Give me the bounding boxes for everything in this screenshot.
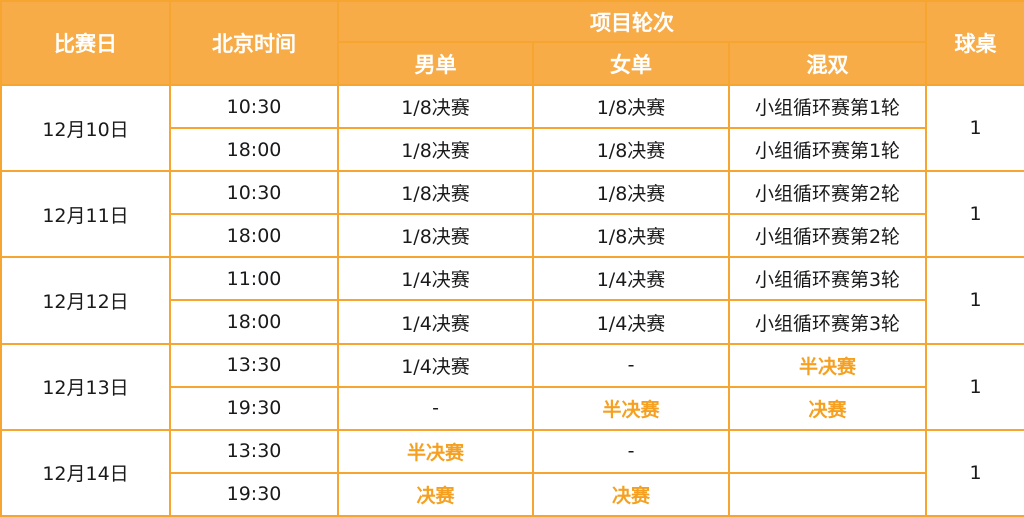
time-cell: 18:00 <box>169 299 339 345</box>
date-cell: 12月14日 <box>0 428 171 517</box>
date-cell: 12月11日 <box>0 170 171 259</box>
time-cell: 19:30 <box>169 471 339 517</box>
table-row: 18:00 1/8决赛 1/8决赛 小组循环赛第1轮 <box>1 127 1024 173</box>
time-cell: 13:30 <box>169 342 339 388</box>
table-row: 12月14日 13:30 半决赛 - 1 <box>0 428 1024 517</box>
mixed-doubles-cell: 小组循环赛第3轮 <box>727 256 928 302</box>
womens-singles-cell: - <box>532 428 730 474</box>
time-cell: 10:30 <box>169 170 339 216</box>
mens-singles-cell: 1/4决赛 <box>337 256 534 302</box>
header-time: 北京时间 <box>169 0 339 86</box>
womens-singles-cell: 1/8决赛 <box>532 83 730 130</box>
header-events: 项目轮次 <box>336 0 928 43</box>
time-cell: 13:30 <box>169 428 339 474</box>
mixed-doubles-cell: 决赛 <box>727 385 928 431</box>
time-cell: 18:00 <box>169 213 339 259</box>
schedule-body: 12月10日 10:30 1/8决赛 1/8决赛 小组循环赛第1轮 1 18:00 1/8决赛… <box>0 83 1024 517</box>
mens-singles-cell: 决赛 <box>337 471 534 517</box>
mixed-doubles-cell: 半决赛 <box>727 342 928 388</box>
table-row: 19:30 决赛 决赛 <box>1 471 1024 517</box>
mixed-doubles-cell: 小组循环赛第1轮 <box>727 127 928 173</box>
mixed-doubles-cell: 小组循环赛第2轮 <box>727 170 928 216</box>
womens-singles-cell: 1/4决赛 <box>532 256 730 302</box>
mixed-doubles-cell: 小组循环赛第3轮 <box>727 299 928 345</box>
womens-singles-cell: 1/8决赛 <box>532 170 730 216</box>
womens-singles-cell: 半决赛 <box>532 385 730 431</box>
mixed-doubles-cell <box>727 428 928 474</box>
mens-singles-cell: - <box>337 385 534 431</box>
time-cell: 19:30 <box>169 385 339 431</box>
mens-singles-cell: 半决赛 <box>337 428 534 474</box>
date-cell: 12月12日 <box>0 256 171 345</box>
mens-singles-cell: 1/8决赛 <box>337 83 534 130</box>
table-row: 12月12日 11:00 1/4决赛 1/4决赛 小组循环赛第3轮 1 <box>0 256 1024 345</box>
time-cell: 11:00 <box>169 256 339 302</box>
mens-singles-cell: 1/4决赛 <box>337 342 534 388</box>
womens-singles-cell: - <box>532 342 730 388</box>
header-womens-singles: 女单 <box>532 41 730 86</box>
mens-singles-cell: 1/8决赛 <box>337 170 534 216</box>
header-date: 比赛日 <box>0 0 171 86</box>
mens-singles-cell: 1/8决赛 <box>337 127 534 173</box>
table-row: 18:00 1/4决赛 1/4决赛 小组循环赛第3轮 <box>1 299 1024 345</box>
table-number-cell: 1 <box>925 428 1024 517</box>
womens-singles-cell: 决赛 <box>532 471 730 517</box>
header-mixed-doubles: 混双 <box>727 41 928 86</box>
time-cell: 18:00 <box>169 127 339 173</box>
mens-singles-cell: 1/4决赛 <box>337 299 534 345</box>
table-number-cell: 1 <box>925 83 1024 173</box>
mixed-doubles-cell: 小组循环赛第2轮 <box>727 213 928 259</box>
mixed-doubles-cell: 小组循环赛第1轮 <box>727 83 928 130</box>
womens-singles-cell: 1/8决赛 <box>532 127 730 173</box>
table-row: 12月13日 13:30 1/4决赛 - 半决赛 1 <box>0 342 1024 431</box>
mixed-doubles-cell <box>727 471 928 517</box>
table-number-cell: 1 <box>925 342 1024 431</box>
time-cell: 10:30 <box>169 83 339 130</box>
table-row: 12月10日 10:30 1/8决赛 1/8决赛 小组循环赛第1轮 1 <box>0 83 1024 173</box>
date-cell: 12月10日 <box>0 83 171 173</box>
table-number-cell: 1 <box>925 170 1024 259</box>
womens-singles-cell: 1/4决赛 <box>532 299 730 345</box>
table-row: 19:30- 半决赛 决赛 <box>1 385 1024 431</box>
header-table: 球桌 <box>925 0 1024 86</box>
table-row: 12月11日 10:30 1/8决赛 1/8决赛 小组循环赛第2轮 1 <box>0 170 1024 259</box>
header-mens-singles: 男单 <box>337 41 534 86</box>
mens-singles-cell: 1/8决赛 <box>337 213 534 259</box>
table-row: 18:00 1/8决赛 1/8决赛 小组循环赛第2轮 <box>1 213 1024 259</box>
date-cell: 12月13日 <box>0 342 171 431</box>
table-number-cell: 1 <box>925 256 1024 345</box>
womens-singles-cell: 1/8决赛 <box>532 213 730 259</box>
